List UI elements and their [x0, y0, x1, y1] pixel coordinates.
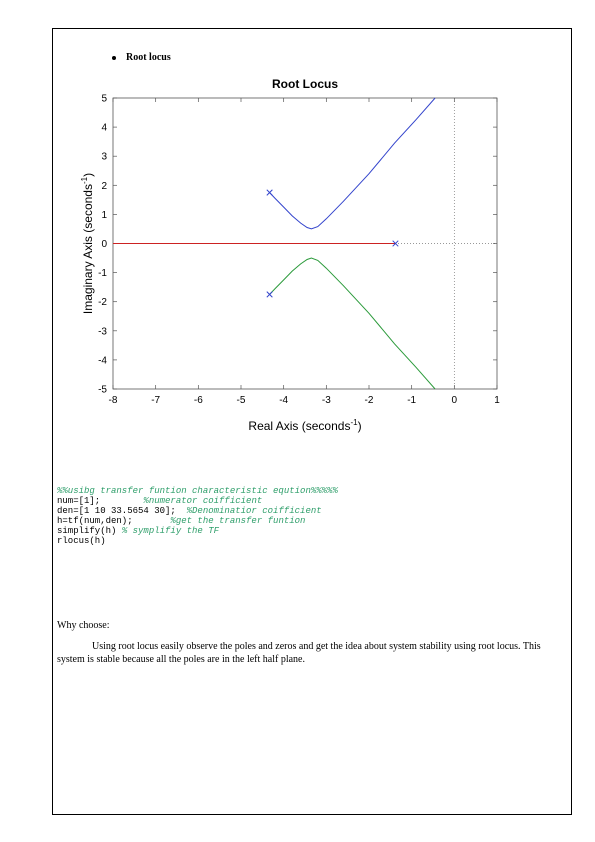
pole-marker [266, 189, 273, 196]
x-tick-label: 0 [452, 395, 458, 406]
y-tick-label: 1 [101, 210, 107, 221]
matlab-code-block: %%usibg transfer funtion characteristic … [57, 486, 338, 546]
pole-marker-stroke [392, 240, 399, 247]
locus-branch [269, 257, 436, 390]
x-tick-label: -3 [322, 395, 331, 406]
code-line: rlocus(h) [57, 536, 338, 546]
code-line: %%usibg transfer funtion characteristic … [57, 486, 338, 496]
y-tick-label: 5 [101, 94, 107, 105]
code-comment: %numerator coifficient [143, 496, 263, 506]
code-text: num=[1]; [57, 496, 144, 506]
code-line: h=tf(num,den); %get the transfer funtion [57, 516, 338, 526]
code-comment: %%usibg transfer funtion characteristic … [57, 486, 338, 496]
x-axis-label-end: ) [358, 419, 362, 433]
y-axis-label-superscript: -1 [80, 176, 89, 184]
x-axis-label-superscript: -1 [350, 418, 358, 427]
code-text: den=[1 10 33.5654 30]; [57, 506, 187, 516]
locus-branch [269, 97, 436, 230]
bullet-icon [112, 55, 116, 60]
y-tick-label: 0 [101, 239, 107, 250]
y-tick-label: -5 [98, 385, 107, 396]
code-comment: %Denominatior coifficient [186, 506, 322, 516]
code-comment: % symplifiy the TF [121, 526, 220, 536]
page-border [52, 28, 572, 815]
section-bullet-text: Root locus [126, 52, 171, 63]
x-tick-label: -8 [109, 395, 118, 406]
pole-marker-stroke [266, 291, 273, 298]
y-tick-label: -4 [98, 355, 107, 366]
root-locus-chart: -8 -7 -6 -5 -4 -3 -2 -1 0 1 -5 -4 -3 -2 -1 0 1 2 3 4 5 Root L… [80, 77, 500, 433]
x-tick-label: -5 [237, 395, 246, 406]
y-tick-label: -1 [98, 268, 107, 279]
pole-marker [392, 240, 399, 247]
code-text: h=tf(num,den); [57, 516, 171, 526]
y-axis-label-main: Imaginary Axis (seconds [81, 184, 95, 314]
why-choose-paragraph: Using root locus easily observe the pole… [57, 641, 541, 665]
x-tick-label: -7 [151, 395, 160, 406]
code-text: rlocus(h) [57, 536, 106, 546]
why-choose-heading: Why choose: [57, 620, 110, 631]
x-tick-label: -6 [194, 395, 203, 406]
x-axis-label: Real Axis (seconds-1) [248, 418, 361, 433]
code-line: den=[1 10 33.5654 30]; %Denominatior coi… [57, 506, 338, 516]
chart-title: Root Locus [272, 77, 338, 91]
code-line: simplify(h) % symplifiy the TF [57, 526, 338, 536]
x-tick-label: -2 [365, 395, 374, 406]
pole-marker [266, 291, 273, 298]
y-tick-label: -3 [98, 326, 107, 337]
x-tick-label: -4 [279, 395, 288, 406]
x-tick-label: 1 [494, 395, 500, 406]
y-tick-label: 2 [101, 181, 107, 192]
y-tick-label: -2 [98, 297, 107, 308]
pole-marker-stroke [266, 189, 273, 196]
code-comment: %get the transfer funtion [170, 516, 306, 526]
section-bullet: Root locus [112, 52, 171, 63]
x-axis-label-main: Real Axis (seconds [248, 419, 350, 433]
y-axis-label: Imaginary Axis (seconds-1) [80, 173, 95, 314]
y-axis-label-end: ) [81, 173, 95, 177]
y-tick-label: 4 [101, 123, 107, 134]
y-tick-label: 3 [101, 152, 107, 163]
x-tick-label: -1 [407, 395, 416, 406]
code-text: simplify(h) [57, 526, 122, 536]
code-line: num=[1]; %numerator coifficient [57, 496, 338, 506]
